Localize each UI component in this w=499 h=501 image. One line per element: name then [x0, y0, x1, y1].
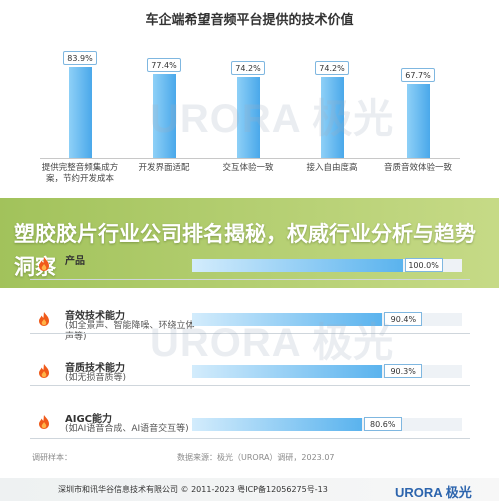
category-label: 交互体验一致 [222, 163, 274, 173]
row-divider [30, 279, 470, 280]
footer-logo: URORA 极光 [395, 485, 472, 500]
data-label: 90.4% [384, 312, 423, 326]
x-axis [40, 158, 460, 159]
source-note: 数据来源：极光（URORA）调研，2023.07 [177, 453, 335, 462]
category-label: 音质音效体验一致 [383, 163, 452, 173]
bar [192, 259, 403, 272]
sample-note: 调研样本： [32, 453, 72, 462]
category-label: 接入自由度高 [306, 163, 358, 173]
data-label: 67.7% [401, 68, 435, 83]
flame-icon [36, 256, 52, 272]
flame-icon [36, 414, 52, 430]
data-label: 80.6% [363, 417, 402, 431]
row-divider [30, 333, 470, 334]
bar [192, 418, 362, 431]
row-title: 音质技术能力 [65, 363, 125, 374]
watermark: URORA 极光 [150, 97, 395, 141]
bar [406, 84, 430, 158]
row-title: 产品 [65, 256, 85, 267]
bar [68, 66, 92, 158]
row-subtitle: (如无损音质等) [65, 373, 127, 383]
footer: 深圳市和讯华谷信息技术有限公司 © 2011-2023 粤ICP备1205627… [0, 478, 499, 501]
vertical-bar-chart: 83.9% 提供完整音频集成方案，节约开发成本 77.4% 开发界面适配 74.2% 交互… [0, 30, 499, 200]
bar [152, 73, 176, 158]
data-label: 100.0% [404, 258, 443, 272]
row-title: AIGC能力 [65, 414, 113, 425]
category-label: 开发界面适配 [138, 163, 190, 173]
data-label: 74.2% [231, 61, 265, 76]
bar [320, 77, 344, 158]
data-label: 83.9% [63, 50, 97, 65]
watermark: URORA 极光 [150, 321, 395, 365]
row-title: 音效技术能力 [65, 311, 125, 322]
banner-headline: 塑胶胶片行业公司排名揭秘，权威行业分析与趋势洞察 [14, 222, 476, 279]
bar [192, 313, 383, 326]
data-label: 90.3% [384, 364, 423, 378]
row-subtitle: (如全景声、智能降噪、环绕立体声等) [65, 321, 195, 342]
data-label: 74.2% [315, 61, 349, 76]
row-divider [30, 385, 470, 386]
bar [236, 77, 260, 158]
footer-copyright: 深圳市和讯华谷信息技术有限公司 © 2011-2023 粤ICP备1205627… [58, 485, 328, 494]
bar [192, 365, 383, 378]
row-subtitle: (如AI语音合成、AI语音交互等) [65, 424, 189, 434]
data-label: 77.4% [147, 57, 181, 72]
category-label: 提供完整音频集成方案，节约开发成本 [41, 163, 119, 184]
flame-icon [36, 363, 52, 379]
flame-icon [36, 311, 52, 327]
banner [0, 198, 499, 288]
chart-title: 车企端希望音频平台提供的技术价值 [145, 13, 354, 28]
row-divider [30, 438, 470, 439]
